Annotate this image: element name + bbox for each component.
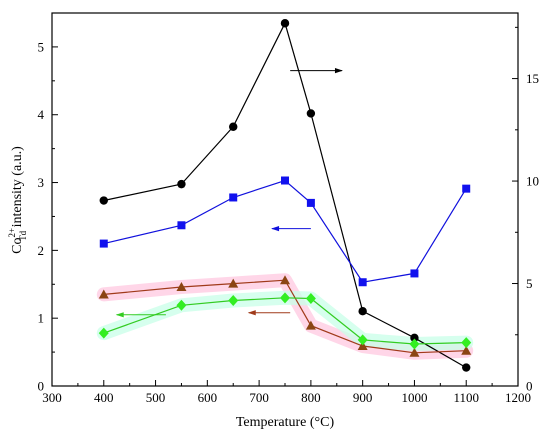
series-1-point — [229, 193, 238, 202]
series-2-point — [357, 340, 368, 350]
series-0-point — [410, 333, 419, 343]
series-2-point — [409, 347, 420, 357]
y-axis-title-base: Co — [10, 238, 25, 254]
series-0-point — [462, 363, 471, 372]
y-right-tick-label: 0 — [526, 379, 533, 394]
series-1-point — [410, 269, 419, 278]
series-0-point — [358, 306, 367, 316]
ticks-layer: 300 400 500 600 700 800 900 1000 1100 12000123450… — [38, 12, 539, 405]
series-2-point — [98, 289, 109, 299]
series-3-point — [280, 292, 290, 304]
x-tick-label: 700 — [249, 390, 269, 405]
series-0-point — [177, 179, 186, 189]
axis-arrow-3-head — [115, 312, 124, 318]
y-right-tick-label: 5 — [526, 276, 533, 291]
series-3-point — [305, 293, 316, 305]
y-axis-title: Co2+Td intensity (a.u.) — [7, 146, 28, 254]
axis-arrow-1-head — [271, 226, 280, 232]
series-3-point — [98, 327, 109, 339]
series-2-line — [103, 279, 467, 354]
series-3-point — [409, 338, 420, 350]
series-3-point — [357, 334, 368, 346]
axis-arrow-2-head — [247, 310, 256, 316]
series-1-point — [462, 184, 471, 193]
x-tick-label: 400 — [94, 390, 114, 405]
series-2-point — [176, 281, 187, 291]
x-tick-label: 600 — [198, 390, 218, 405]
y-left-tick-label: 0 — [38, 379, 45, 394]
series-2-point — [228, 278, 239, 288]
y-axis-title-subscript: Td — [18, 230, 28, 240]
series-1-line — [103, 179, 467, 283]
series-1-point — [358, 278, 367, 287]
series-2-point — [461, 345, 472, 355]
y-left-tick-label: 2 — [38, 243, 45, 258]
y-right-tick-label: 15 — [526, 71, 539, 86]
x-tick-label: 300 — [42, 390, 62, 405]
series-3-point — [461, 337, 472, 349]
series-0-line — [103, 21, 467, 369]
y-left-tick-label: 3 — [38, 175, 45, 190]
y-left-tick-label: 4 — [38, 107, 45, 122]
y-left-tick-label: 1 — [38, 311, 45, 326]
x-tick-label: 900 — [353, 390, 373, 405]
x-tick-label: 500 — [146, 390, 166, 405]
y-left-tick-label: 5 — [38, 39, 45, 54]
series-0-point — [306, 109, 316, 118]
series-1-point — [281, 176, 289, 185]
series-0-point — [229, 122, 238, 131]
y-axis-title-superscript: 2+ — [7, 228, 17, 238]
x-tick-label: 1000 — [401, 390, 427, 405]
x-tick-label: 800 — [301, 390, 321, 405]
arrow-layer — [115, 68, 343, 318]
x-tick-label: 1100 — [453, 390, 479, 405]
series-2-point — [280, 275, 290, 285]
y-right-tick-label: 10 — [526, 174, 539, 189]
x-tick-label: 1200 — [505, 390, 531, 405]
x-axis-title: Temperature (°C) — [236, 415, 335, 430]
series-0-point — [280, 19, 290, 28]
series-layer — [98, 19, 472, 372]
series-3-line — [103, 297, 467, 345]
series-1-point — [177, 221, 186, 230]
series-1-point — [306, 198, 315, 207]
series-2-point — [305, 320, 316, 330]
series-0-point — [99, 196, 108, 205]
axis-arrow-0-head — [334, 68, 343, 74]
series-1-point — [99, 239, 108, 248]
series-3-point — [228, 295, 239, 307]
series-3-point — [176, 299, 187, 311]
y-axis-title-rest: intensity (a.u.) — [10, 146, 25, 231]
